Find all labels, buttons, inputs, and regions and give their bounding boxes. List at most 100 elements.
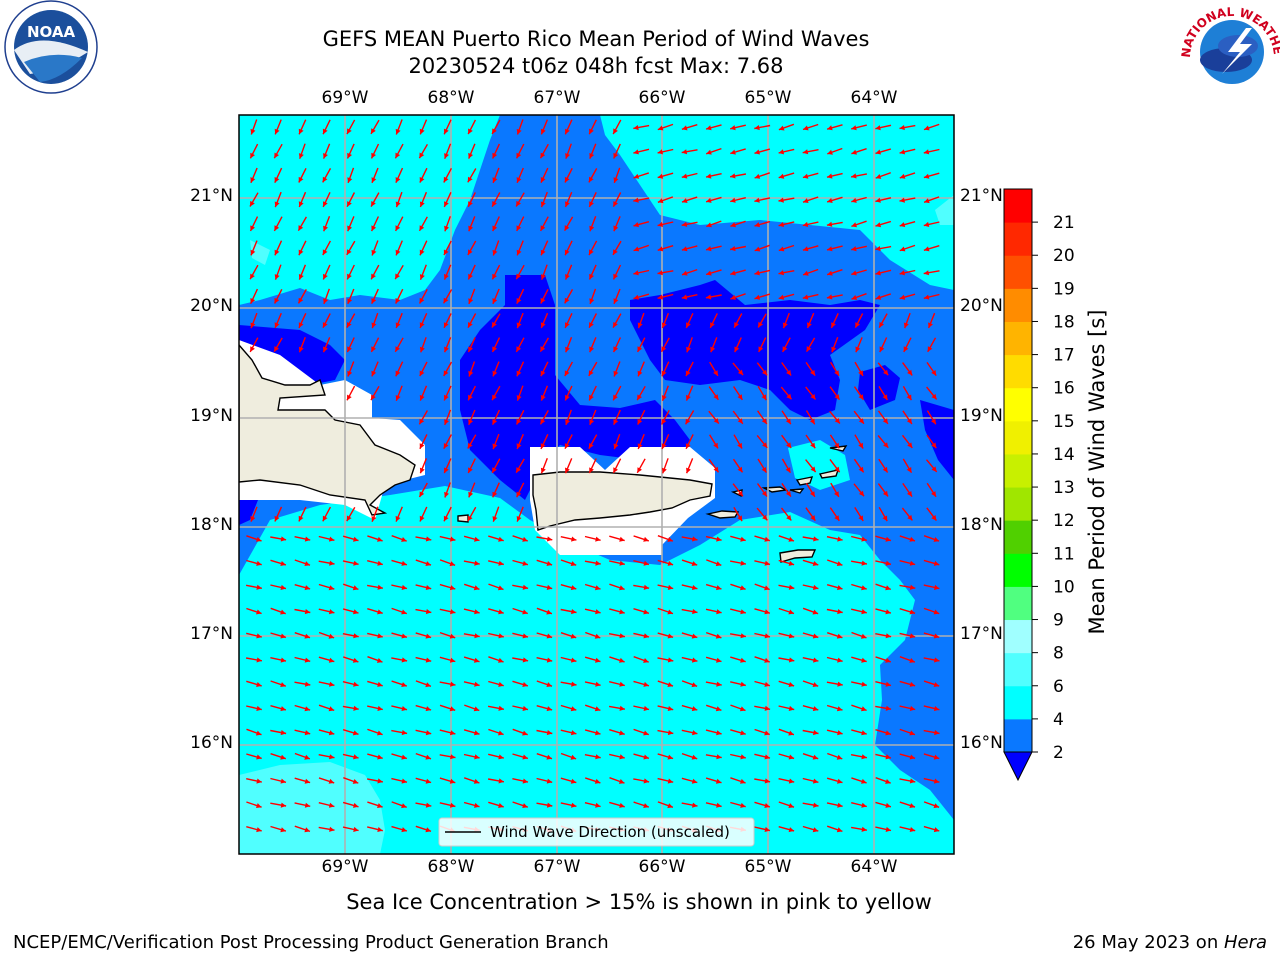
wind-wave-arrowhead	[858, 418, 864, 424]
wind-wave-arrowhead	[875, 246, 881, 252]
wind-wave-arrowhead	[661, 370, 667, 377]
wind-wave-arrowhead	[875, 174, 882, 179]
wind-wave-arrowhead	[443, 515, 449, 522]
wind-wave-arrowhead	[715, 778, 722, 784]
wind-wave-arrowhead	[633, 270, 639, 276]
wind-wave-arrowhead	[882, 394, 888, 400]
wind-wave-arrowhead	[323, 225, 328, 232]
wind-wave-arrowhead	[347, 273, 352, 280]
wind-wave-arrowhead	[740, 657, 746, 663]
wind-wave-arrowhead	[546, 802, 553, 808]
wind-wave-arrowhead	[705, 294, 712, 300]
wind-wave-arrowhead	[812, 706, 819, 712]
wind-wave-arrowhead	[594, 633, 601, 639]
wind-wave-arrowhead	[565, 274, 570, 280]
vieques-island	[705, 510, 740, 519]
wind-wave-arrowhead	[425, 706, 432, 712]
wind-wave-arrowhead	[571, 802, 577, 808]
wind-wave-arrowhead	[250, 200, 255, 207]
wind-wave-arrowhead	[298, 225, 304, 231]
wind-wave-arrowhead	[595, 730, 601, 736]
colorbar-segment	[1004, 354, 1032, 389]
wind-wave-arrowhead	[425, 585, 432, 590]
wind-wave-arrowhead	[613, 419, 619, 425]
wind-wave-arrowhead	[613, 443, 619, 450]
wind-wave-arrowhead	[419, 515, 425, 522]
wind-wave-arrowhead	[691, 754, 698, 760]
wind-wave-arrowhead	[923, 221, 930, 227]
wind-wave-arrowhead	[933, 706, 940, 711]
wind-wave-arrowhead	[737, 515, 743, 522]
wind-wave-arrowhead	[637, 394, 642, 401]
wind-wave-arrowhead	[516, 298, 522, 304]
wind-wave-arrowhead	[730, 222, 736, 228]
wind-wave-arrowhead	[861, 730, 867, 736]
wind-wave-arrowhead	[304, 609, 311, 615]
wind-wave-arrowhead	[594, 706, 601, 712]
wind-wave-arrowhead	[570, 585, 577, 591]
wind-wave-arrowhead	[449, 657, 456, 663]
wind-wave-arrowhead	[595, 802, 601, 808]
wind-wave-arrowhead	[522, 803, 528, 808]
wind-wave-arrowhead	[449, 561, 456, 567]
wind-wave-arrowhead	[298, 249, 304, 256]
wind-wave-arrowhead	[492, 394, 497, 401]
colorbar-tick-label: 4	[1053, 710, 1064, 730]
wind-wave-arrowhead	[858, 490, 864, 497]
wind-wave-arrowhead	[565, 322, 570, 328]
wind-wave-arrowhead	[564, 370, 570, 377]
wind-wave-arrowhead	[879, 346, 885, 353]
wind-wave-arrowhead	[909, 560, 916, 566]
wind-wave-arrowhead	[323, 273, 328, 280]
wind-wave-arrowhead	[492, 128, 497, 134]
hispaniola-land	[239, 343, 416, 516]
wind-wave-arrowhead	[589, 346, 594, 353]
wind-wave-arrowhead	[522, 536, 528, 542]
wind-wave-arrowhead	[740, 754, 746, 760]
wind-wave-arrowhead	[734, 322, 739, 328]
wind-wave-arrowhead	[643, 584, 650, 590]
wind-wave-arrowhead	[444, 491, 449, 498]
wind-wave-arrowhead	[546, 609, 552, 615]
wind-wave-arrowhead	[928, 322, 933, 328]
wind-wave-arrowhead	[565, 128, 570, 135]
wind-wave-arrowhead	[661, 467, 667, 474]
wind-wave-arrowhead	[613, 273, 618, 280]
wind-wave-arrowhead	[467, 442, 473, 449]
wind-wave-arrowhead	[785, 491, 791, 497]
wind-wave-arrowhead	[468, 225, 474, 232]
wind-wave-arrowhead	[419, 128, 425, 135]
wind-wave-arrowhead	[885, 633, 892, 639]
wind-wave-arrowhead	[322, 176, 328, 183]
wind-wave-arrowhead	[589, 273, 594, 280]
wind-wave-arrowhead	[353, 705, 359, 711]
wind-wave-arrowhead	[474, 802, 480, 808]
wind-wave-arrowhead	[778, 246, 785, 252]
wind-wave-arrowhead	[371, 298, 377, 304]
wind-wave-arrowhead	[716, 585, 722, 591]
wind-wave-arrowhead	[371, 152, 376, 159]
wind-wave-arrowhead	[425, 561, 431, 566]
wind-wave-arrowhead	[595, 560, 601, 566]
wind-wave-arrowhead	[667, 754, 674, 760]
wind-wave-arrowhead	[377, 705, 383, 711]
wind-wave-arrowhead	[589, 128, 594, 135]
wind-wave-arrowhead	[346, 515, 352, 522]
wind-wave-arrowhead	[540, 418, 546, 425]
wind-wave-arrowhead	[304, 754, 310, 760]
wind-wave-arrowhead	[633, 222, 639, 228]
wind-wave-arrowhead	[540, 346, 546, 352]
wind-wave-arrowhead	[907, 369, 913, 376]
wind-wave-arrowhead	[826, 221, 833, 227]
wind-wave-arrowhead	[785, 467, 791, 473]
colorbar-tick-label: 2	[1053, 743, 1064, 763]
wind-wave-arrowhead	[328, 536, 335, 542]
wind-wave-arrowhead	[740, 633, 746, 639]
wind-wave-arrowhead	[352, 779, 359, 784]
wind-wave-arrowhead	[256, 705, 262, 711]
wind-wave-arrowhead	[492, 298, 498, 304]
machine-name: Hera	[1223, 932, 1267, 953]
wind-wave-arrowhead	[565, 201, 570, 207]
wind-wave-arrowhead	[589, 322, 594, 328]
wind-wave-arrowhead	[643, 730, 649, 736]
